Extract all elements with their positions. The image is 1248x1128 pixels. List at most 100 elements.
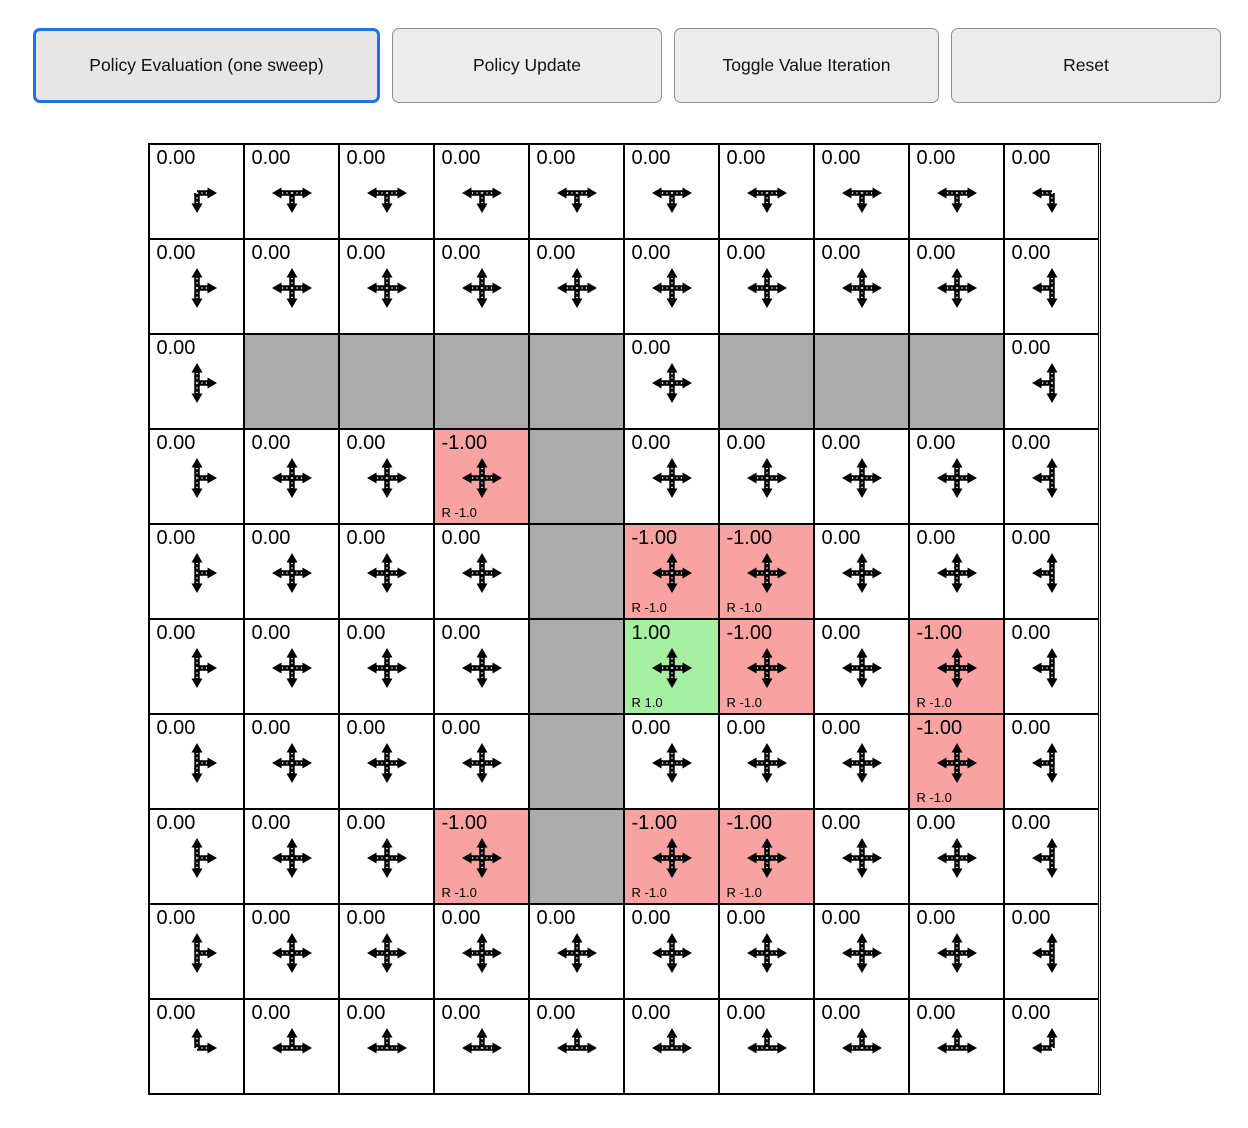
policy-update-button[interactable]: Policy Update bbox=[392, 28, 662, 103]
grid-cell-6-5[interactable]: 0.00 bbox=[623, 714, 719, 809]
grid-cell-0-1[interactable]: 0.00 bbox=[243, 144, 339, 239]
policy-arrows bbox=[917, 165, 997, 220]
grid-cell-3-0[interactable]: 0.00 bbox=[148, 429, 244, 524]
grid-cell-9-8[interactable]: 0.00 bbox=[908, 999, 1004, 1094]
reward-label bbox=[632, 505, 712, 520]
grid-cell-1-0[interactable]: 0.00 bbox=[148, 239, 244, 334]
policy-evaluation-button[interactable]: Policy Evaluation (one sweep) bbox=[33, 28, 380, 103]
grid-cell-2-5[interactable]: 0.00 bbox=[623, 334, 719, 429]
grid-cell-7-3[interactable]: -1.00 R -1.0 bbox=[433, 809, 529, 904]
grid-cell-9-6[interactable]: 0.00 bbox=[718, 999, 814, 1094]
toggle-value-iteration-button[interactable]: Toggle Value Iteration bbox=[674, 28, 939, 103]
grid-cell-3-2[interactable]: 0.00 bbox=[338, 429, 434, 524]
grid-cell-1-9[interactable]: 0.00 bbox=[1003, 239, 1099, 334]
grid-cell-7-2[interactable]: 0.00 bbox=[338, 809, 434, 904]
grid-cell-6-8[interactable]: -1.00 R -1.0 bbox=[908, 714, 1004, 809]
grid-cell-0-9[interactable]: 0.00 bbox=[1003, 144, 1099, 239]
grid-cell-1-5[interactable]: 0.00 bbox=[623, 239, 719, 334]
reward-label bbox=[442, 600, 522, 615]
grid-cell-5-2[interactable]: 0.00 bbox=[338, 619, 434, 714]
grid-cell-9-9[interactable]: 0.00 bbox=[1003, 999, 1099, 1094]
grid-cell-0-6[interactable]: 0.00 bbox=[718, 144, 814, 239]
grid-cell-6-9[interactable]: 0.00 bbox=[1003, 714, 1099, 809]
grid-cell-0-2[interactable]: 0.00 bbox=[338, 144, 434, 239]
grid-cell-5-1[interactable]: 0.00 bbox=[243, 619, 339, 714]
grid-cell-6-1[interactable]: 0.00 bbox=[243, 714, 339, 809]
grid-cell-4-0[interactable]: 0.00 bbox=[148, 524, 244, 619]
grid-cell-6-3[interactable]: 0.00 bbox=[433, 714, 529, 809]
grid-cell-6-0[interactable]: 0.00 bbox=[148, 714, 244, 809]
grid-cell-0-7[interactable]: 0.00 bbox=[813, 144, 909, 239]
grid-cell-8-6[interactable]: 0.00 bbox=[718, 904, 814, 999]
grid-cell-9-7[interactable]: 0.00 bbox=[813, 999, 909, 1094]
grid-cell-5-6[interactable]: -1.00 R -1.0 bbox=[718, 619, 814, 714]
grid-cell-1-2[interactable]: 0.00 bbox=[338, 239, 434, 334]
grid-cell-9-4[interactable]: 0.00 bbox=[528, 999, 624, 1094]
grid-cell-3-7[interactable]: 0.00 bbox=[813, 429, 909, 524]
grid-cell-4-3[interactable]: 0.00 bbox=[433, 524, 529, 619]
grid-cell-9-0[interactable]: 0.00 bbox=[148, 999, 244, 1094]
grid-cell-2-9[interactable]: 0.00 bbox=[1003, 334, 1099, 429]
grid-cell-0-4[interactable]: 0.00 bbox=[528, 144, 624, 239]
grid-cell-5-7[interactable]: 0.00 bbox=[813, 619, 909, 714]
policy-arrows-icon bbox=[746, 187, 787, 213]
grid-cell-1-3[interactable]: 0.00 bbox=[433, 239, 529, 334]
grid-cell-9-1[interactable]: 0.00 bbox=[243, 999, 339, 1094]
grid-cell-6-2[interactable]: 0.00 bbox=[338, 714, 434, 809]
grid-cell-8-2[interactable]: 0.00 bbox=[338, 904, 434, 999]
grid-cell-4-8[interactable]: 0.00 bbox=[908, 524, 1004, 619]
grid-cell-9-2[interactable]: 0.00 bbox=[338, 999, 434, 1094]
grid-cell-5-0[interactable]: 0.00 bbox=[148, 619, 244, 714]
grid-cell-4-5[interactable]: -1.00 R -1.0 bbox=[623, 524, 719, 619]
grid-cell-7-5[interactable]: -1.00 R -1.0 bbox=[623, 809, 719, 904]
grid-cell-8-7[interactable]: 0.00 bbox=[813, 904, 909, 999]
grid-cell-3-8[interactable]: 0.00 bbox=[908, 429, 1004, 524]
grid-cell-7-7[interactable]: 0.00 bbox=[813, 809, 909, 904]
grid-cell-3-9[interactable]: 0.00 bbox=[1003, 429, 1099, 524]
grid-cell-2-0[interactable]: 0.00 bbox=[148, 334, 244, 429]
grid-cell-7-8[interactable]: 0.00 bbox=[908, 809, 1004, 904]
grid-cell-7-0[interactable]: 0.00 bbox=[148, 809, 244, 904]
grid-cell-7-6[interactable]: -1.00 R -1.0 bbox=[718, 809, 814, 904]
grid-cell-8-5[interactable]: 0.00 bbox=[623, 904, 719, 999]
grid-cell-1-7[interactable]: 0.00 bbox=[813, 239, 909, 334]
grid-cell-9-5[interactable]: 0.00 bbox=[623, 999, 719, 1094]
grid-cell-1-4[interactable]: 0.00 bbox=[528, 239, 624, 334]
grid-cell-4-2[interactable]: 0.00 bbox=[338, 524, 434, 619]
reward-label bbox=[252, 1075, 332, 1090]
grid-wall-cell-2-7 bbox=[813, 334, 909, 429]
grid-cell-1-1[interactable]: 0.00 bbox=[243, 239, 339, 334]
grid-cell-7-1[interactable]: 0.00 bbox=[243, 809, 339, 904]
grid-cell-4-1[interactable]: 0.00 bbox=[243, 524, 339, 619]
grid-cell-6-7[interactable]: 0.00 bbox=[813, 714, 909, 809]
grid-cell-4-9[interactable]: 0.00 bbox=[1003, 524, 1099, 619]
grid-cell-3-5[interactable]: 0.00 bbox=[623, 429, 719, 524]
grid-cell-1-8[interactable]: 0.00 bbox=[908, 239, 1004, 334]
grid-cell-8-8[interactable]: 0.00 bbox=[908, 904, 1004, 999]
grid-cell-8-0[interactable]: 0.00 bbox=[148, 904, 244, 999]
grid-cell-8-4[interactable]: 0.00 bbox=[528, 904, 624, 999]
grid-cell-0-5[interactable]: 0.00 bbox=[623, 144, 719, 239]
grid-cell-7-9[interactable]: 0.00 bbox=[1003, 809, 1099, 904]
grid-cell-0-3[interactable]: 0.00 bbox=[433, 144, 529, 239]
grid-cell-3-1[interactable]: 0.00 bbox=[243, 429, 339, 524]
grid-cell-3-3[interactable]: -1.00 R -1.0 bbox=[433, 429, 529, 524]
grid-cell-0-0[interactable]: 0.00 bbox=[148, 144, 244, 239]
grid-cell-8-9[interactable]: 0.00 bbox=[1003, 904, 1099, 999]
grid-cell-8-1[interactable]: 0.00 bbox=[243, 904, 339, 999]
grid-cell-6-6[interactable]: 0.00 bbox=[718, 714, 814, 809]
grid-cell-5-3[interactable]: 0.00 bbox=[433, 619, 529, 714]
grid-cell-5-5[interactable]: 1.00 R 1.0 bbox=[623, 619, 719, 714]
grid-cell-1-6[interactable]: 0.00 bbox=[718, 239, 814, 334]
grid-cell-5-9[interactable]: 0.00 bbox=[1003, 619, 1099, 714]
grid-cell-4-7[interactable]: 0.00 bbox=[813, 524, 909, 619]
grid-cell-8-3[interactable]: 0.00 bbox=[433, 904, 529, 999]
grid-cell-3-6[interactable]: 0.00 bbox=[718, 429, 814, 524]
grid-cell-0-8[interactable]: 0.00 bbox=[908, 144, 1004, 239]
policy-arrows-icon bbox=[461, 647, 502, 688]
grid-cell-9-3[interactable]: 0.00 bbox=[433, 999, 529, 1094]
grid-cell-4-6[interactable]: -1.00 R -1.0 bbox=[718, 524, 814, 619]
state-value: 0.00 bbox=[1011, 907, 1051, 929]
reset-button[interactable]: Reset bbox=[951, 28, 1221, 103]
grid-cell-5-8[interactable]: -1.00 R -1.0 bbox=[908, 619, 1004, 714]
